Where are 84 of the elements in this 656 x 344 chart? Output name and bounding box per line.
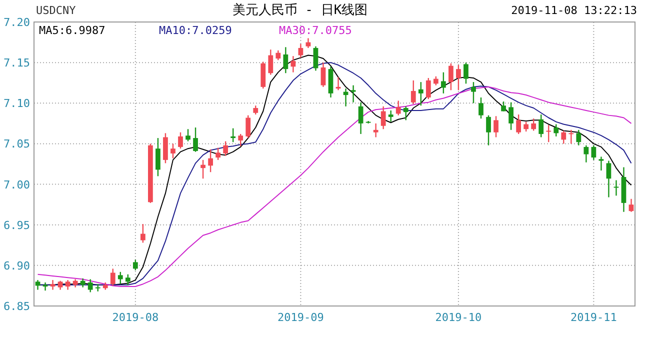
chart-title: 美元人民币 - 日K线图 xyxy=(232,2,368,18)
candlestick xyxy=(373,122,378,138)
y-tick-label: 6.95 xyxy=(4,218,30,232)
y-tick-label: 6.85 xyxy=(4,300,30,313)
candlestick xyxy=(448,62,454,91)
candlestick xyxy=(306,38,311,49)
candlestick xyxy=(298,43,304,58)
candlestick xyxy=(554,124,559,138)
candlestick xyxy=(568,129,574,144)
candlestick xyxy=(456,64,461,91)
candlestick xyxy=(546,124,552,143)
candlestick xyxy=(508,102,514,131)
text: MA10:7.0259 xyxy=(159,24,232,37)
y-tick-label: 7.05 xyxy=(4,138,30,151)
candlestick xyxy=(238,133,244,147)
candlestick xyxy=(216,147,220,161)
candlestick xyxy=(230,128,236,143)
candlestick xyxy=(576,129,582,146)
candlestick xyxy=(403,106,408,121)
chart-subtitle: USDCNY xyxy=(36,4,76,17)
candlestick xyxy=(494,116,498,138)
candlestick xyxy=(156,137,160,177)
candlestick xyxy=(50,279,56,290)
y-tick-label: 7.00 xyxy=(4,178,30,192)
candlestick xyxy=(358,102,364,135)
x-tick-label: 2019-09 xyxy=(278,311,324,324)
candlestick xyxy=(471,81,476,104)
candlestick xyxy=(486,114,491,146)
candlestick xyxy=(223,140,228,156)
text: 2019-11-08 13:22:13 xyxy=(511,4,637,17)
candlestick xyxy=(410,80,416,105)
candlestick xyxy=(440,72,446,94)
text: MA5:6.9987 xyxy=(39,24,106,37)
candlestick xyxy=(65,279,70,290)
candlestick xyxy=(380,106,386,130)
candlestick xyxy=(524,121,529,132)
candlestick xyxy=(193,126,198,152)
candlestick xyxy=(313,46,318,72)
y-tick-label: 6.90 xyxy=(4,259,30,272)
candlestick xyxy=(561,130,566,144)
candlestick xyxy=(606,160,612,198)
candlestick xyxy=(584,144,589,163)
candlestick xyxy=(516,114,521,135)
candlestick xyxy=(178,132,183,150)
candlestick xyxy=(388,110,394,122)
candlestick xyxy=(531,118,536,132)
candlestick xyxy=(268,48,274,76)
candlestick xyxy=(88,278,93,293)
candlestick xyxy=(200,159,206,180)
candlestick xyxy=(591,144,596,161)
candlestick xyxy=(132,259,138,271)
x-tick-label: 2019-10 xyxy=(435,311,482,324)
candlestick xyxy=(396,100,401,116)
candlestick xyxy=(163,132,168,164)
candlestick xyxy=(276,50,281,61)
candlestick xyxy=(170,143,176,159)
candlestick xyxy=(125,274,130,286)
text: MA30:7.0755 xyxy=(279,24,352,37)
x-tick-label: 2019-08 xyxy=(112,311,159,324)
y-tick-label: 7.15 xyxy=(4,56,30,70)
candlestick xyxy=(290,55,296,73)
candlestick xyxy=(628,198,634,212)
candlestick xyxy=(501,100,506,112)
y-tick-label: 7.10 xyxy=(4,97,30,110)
candlestick xyxy=(35,279,40,290)
candlestick xyxy=(140,223,146,244)
candlestick xyxy=(614,180,619,196)
candlestick xyxy=(538,114,544,138)
candlestick xyxy=(426,77,431,100)
candlestick xyxy=(350,84,356,103)
candlestick xyxy=(246,114,251,139)
candlestick xyxy=(464,62,468,84)
candlestick xyxy=(118,271,123,285)
x-tick-label: 2019-11 xyxy=(570,311,617,324)
y-tick-label: 7.20 xyxy=(4,16,30,29)
candlestick xyxy=(110,268,116,286)
candlestick xyxy=(283,46,288,74)
candlestick xyxy=(598,156,604,172)
candlestick xyxy=(320,62,326,88)
candlestick xyxy=(478,96,484,120)
candlestick xyxy=(260,61,266,90)
candlestick xyxy=(186,128,190,142)
candlestick xyxy=(418,81,424,106)
candlestick xyxy=(208,148,213,173)
